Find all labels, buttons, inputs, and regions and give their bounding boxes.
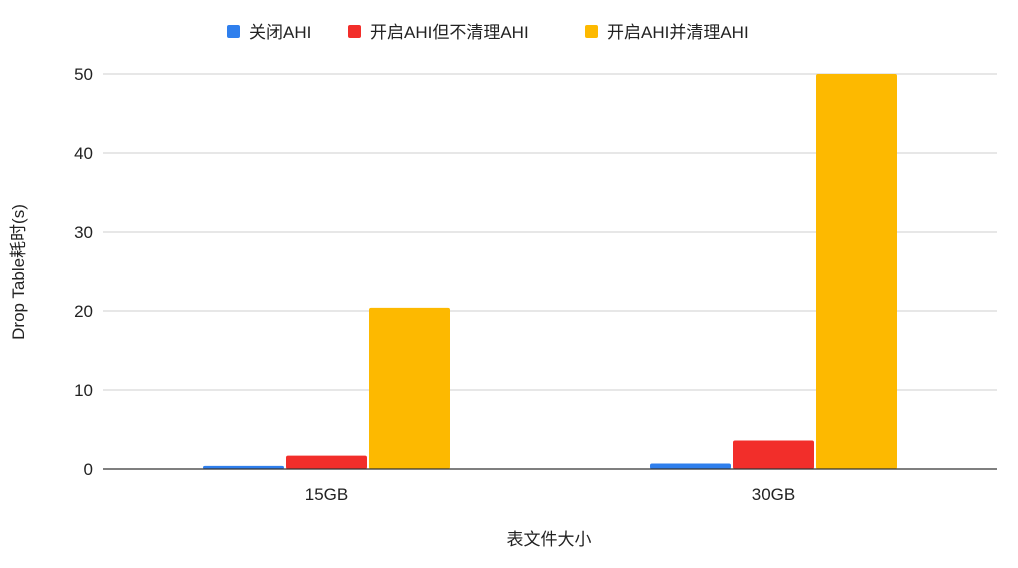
legend-label: 开启AHI但不清理AHI [370, 23, 529, 42]
legend-label: 开启AHI并清理AHI [607, 23, 749, 42]
bar-15GB-series-3 [369, 307, 450, 469]
legend-swatch [585, 25, 598, 38]
y-tick-label: 10 [74, 381, 93, 400]
bars [203, 74, 897, 469]
x-axis-title: 表文件大小 [507, 530, 592, 549]
x-tick-label: 30GB [752, 485, 795, 504]
bar-15GB-series-1 [203, 465, 284, 469]
x-axis-ticks: 15GB 30GB [305, 485, 795, 504]
legend-swatch [227, 25, 240, 38]
y-tick-label: 50 [74, 65, 93, 84]
x-tick-label: 15GB [305, 485, 348, 504]
legend-swatch [348, 25, 361, 38]
bar-30GB-series-1 [650, 463, 731, 469]
legend-label: 关闭AHI [249, 23, 311, 42]
y-tick-label: 40 [74, 144, 93, 163]
y-tick-label: 0 [84, 460, 93, 479]
y-tick-label: 30 [74, 223, 93, 242]
bar-30GB-series-3 [816, 74, 897, 469]
legend: 关闭AHI 开启AHI但不清理AHI 开启AHI并清理AHI [227, 23, 749, 42]
y-axis-ticks: 0 10 20 30 40 50 [74, 65, 93, 479]
y-axis-title: Drop Table耗时(s) [9, 204, 28, 340]
bar-30GB-series-2 [733, 440, 814, 469]
y-tick-label: 20 [74, 302, 93, 321]
bar-15GB-series-2 [286, 455, 367, 469]
